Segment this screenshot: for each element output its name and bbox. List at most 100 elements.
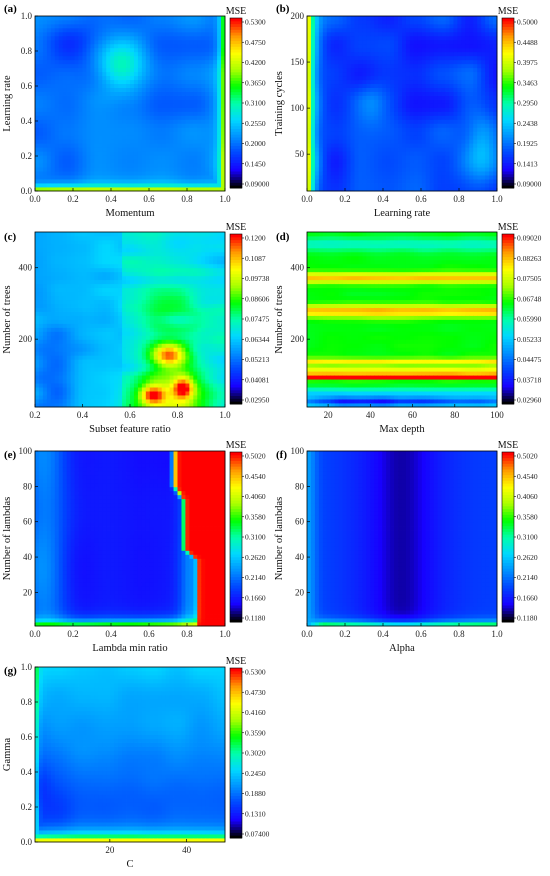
heatmap-cell [445,71,450,77]
heatmap-cell [429,159,435,164]
heatmap-cell [366,87,371,92]
heatmap-cell [42,87,48,92]
heatmap-cell [161,83,167,88]
heatmap-cell [54,359,60,364]
colorbar-segment [502,168,514,172]
heatmap-cell [213,163,218,168]
heatmap-cell [481,119,486,124]
heatmap-cell [354,167,359,172]
heatmap-cell [366,35,371,41]
heatmap-cell [457,43,462,49]
heatmap-cell [334,91,340,96]
heatmap-cell [445,99,450,104]
heatmap-cells-c [35,232,226,408]
heatmap-cell [50,47,56,53]
heatmap-cell [66,291,72,297]
heatmap-cell [82,399,87,404]
heatmap-cell [153,91,159,96]
heatmap-cell [378,31,383,37]
heatmap-cell [90,123,95,128]
heatmap-cell [469,103,474,108]
heatmap-cell [493,91,498,96]
heatmap-cell [62,175,68,180]
heatmap-cell [42,175,48,180]
heatmap-cell [141,79,147,85]
heatmap-cell [38,155,44,160]
heatmap-cell [98,71,103,77]
heatmap-cell [394,99,399,104]
heatmap-cell [461,51,466,57]
heatmap-cell [145,155,151,160]
heatmap-cell [213,23,218,29]
heatmap-cell [181,87,186,92]
heatmap-cell [390,179,395,184]
heatmap-cell [58,111,64,116]
heatmap-cell [66,19,72,25]
heatmap-cell [153,39,159,45]
heatmap-cell [493,39,498,45]
heatmap-cell [217,19,222,25]
heatmap-cell [205,103,210,108]
heatmap-cell [366,99,371,104]
heatmap-cell [429,79,435,85]
heatmap-cell [386,139,391,144]
heatmap-cell [153,23,159,29]
heatmap-cell [481,183,486,188]
heatmap-cell [173,27,178,33]
heatmap-cell [54,232,60,237]
heatmap-cell [405,167,411,172]
heatmap-cell [402,51,407,57]
heatmap-cell [374,91,379,96]
heatmap-cell [58,283,64,289]
heatmap-cell [197,115,202,120]
heatmap-cell [145,43,151,49]
heatmap-cell [66,83,72,88]
heatmap-cell [54,59,60,65]
heatmap-cell [461,179,466,184]
heatmap-cell [161,87,167,92]
heatmap-cell [485,67,490,73]
heatmap-cell [221,139,226,144]
heatmap-cell [110,123,115,128]
colorbar-segment [502,151,514,155]
heatmap-cell [382,147,387,152]
heatmap-cell [118,139,123,144]
heatmap-cell [50,43,56,49]
heatmap-cell [437,167,442,172]
heatmap-cell [493,163,498,168]
heatmap-cell [201,63,206,69]
heatmap-cell [378,119,383,124]
heatmap-cell [473,139,478,144]
heatmap-cell [370,127,375,132]
heatmap-cell [133,119,139,124]
heatmap-cell [457,127,462,132]
heatmap-cell [70,235,75,241]
heatmap-cell [74,367,79,372]
colorbar-segment [230,176,242,180]
heatmap-cell [445,135,450,140]
heatmap-cell [46,327,52,332]
heatmap-cell [153,107,159,112]
heatmap-cell [394,163,399,168]
heatmap-cell [82,39,87,45]
heatmap-cell [173,95,178,100]
heatmap-cell [374,59,379,65]
heatmap-cell [35,175,40,180]
heatmap-cell [342,139,347,144]
heatmap-cell [197,183,202,188]
heatmap-cell [493,155,498,160]
heatmap-cell [133,151,139,156]
heatmap-cell [70,139,75,144]
heatmap-cell [165,75,170,81]
colorbar-segment [230,105,242,110]
heatmap-cell [473,31,478,37]
heatmap-cell [338,39,344,45]
heatmap-cell [66,395,72,400]
heatmap-cell [173,135,178,140]
heatmap-cell [457,179,462,184]
heatmap-cell [74,347,79,352]
heatmap-cell [118,23,123,29]
heatmap-cell [153,147,159,152]
heatmap-cell [481,171,486,176]
heatmap-cell [62,83,68,88]
